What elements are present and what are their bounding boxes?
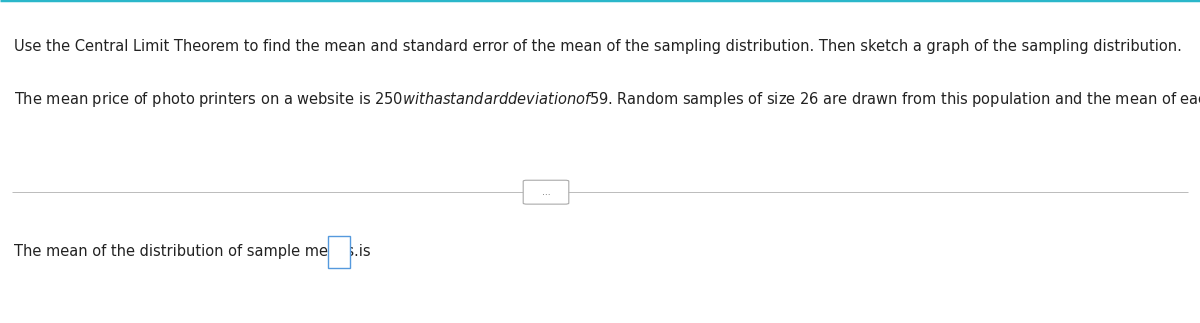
Text: The mean of the distribution of sample means is: The mean of the distribution of sample m… <box>14 245 376 259</box>
Text: ...: ... <box>541 188 551 197</box>
Text: The mean price of photo printers on a website is $250 with a standard deviation : The mean price of photo printers on a we… <box>14 90 1200 109</box>
Text: .: . <box>354 245 359 259</box>
Text: Use the Central Limit Theorem to find the mean and standard error of the mean of: Use the Central Limit Theorem to find th… <box>14 39 1182 54</box>
